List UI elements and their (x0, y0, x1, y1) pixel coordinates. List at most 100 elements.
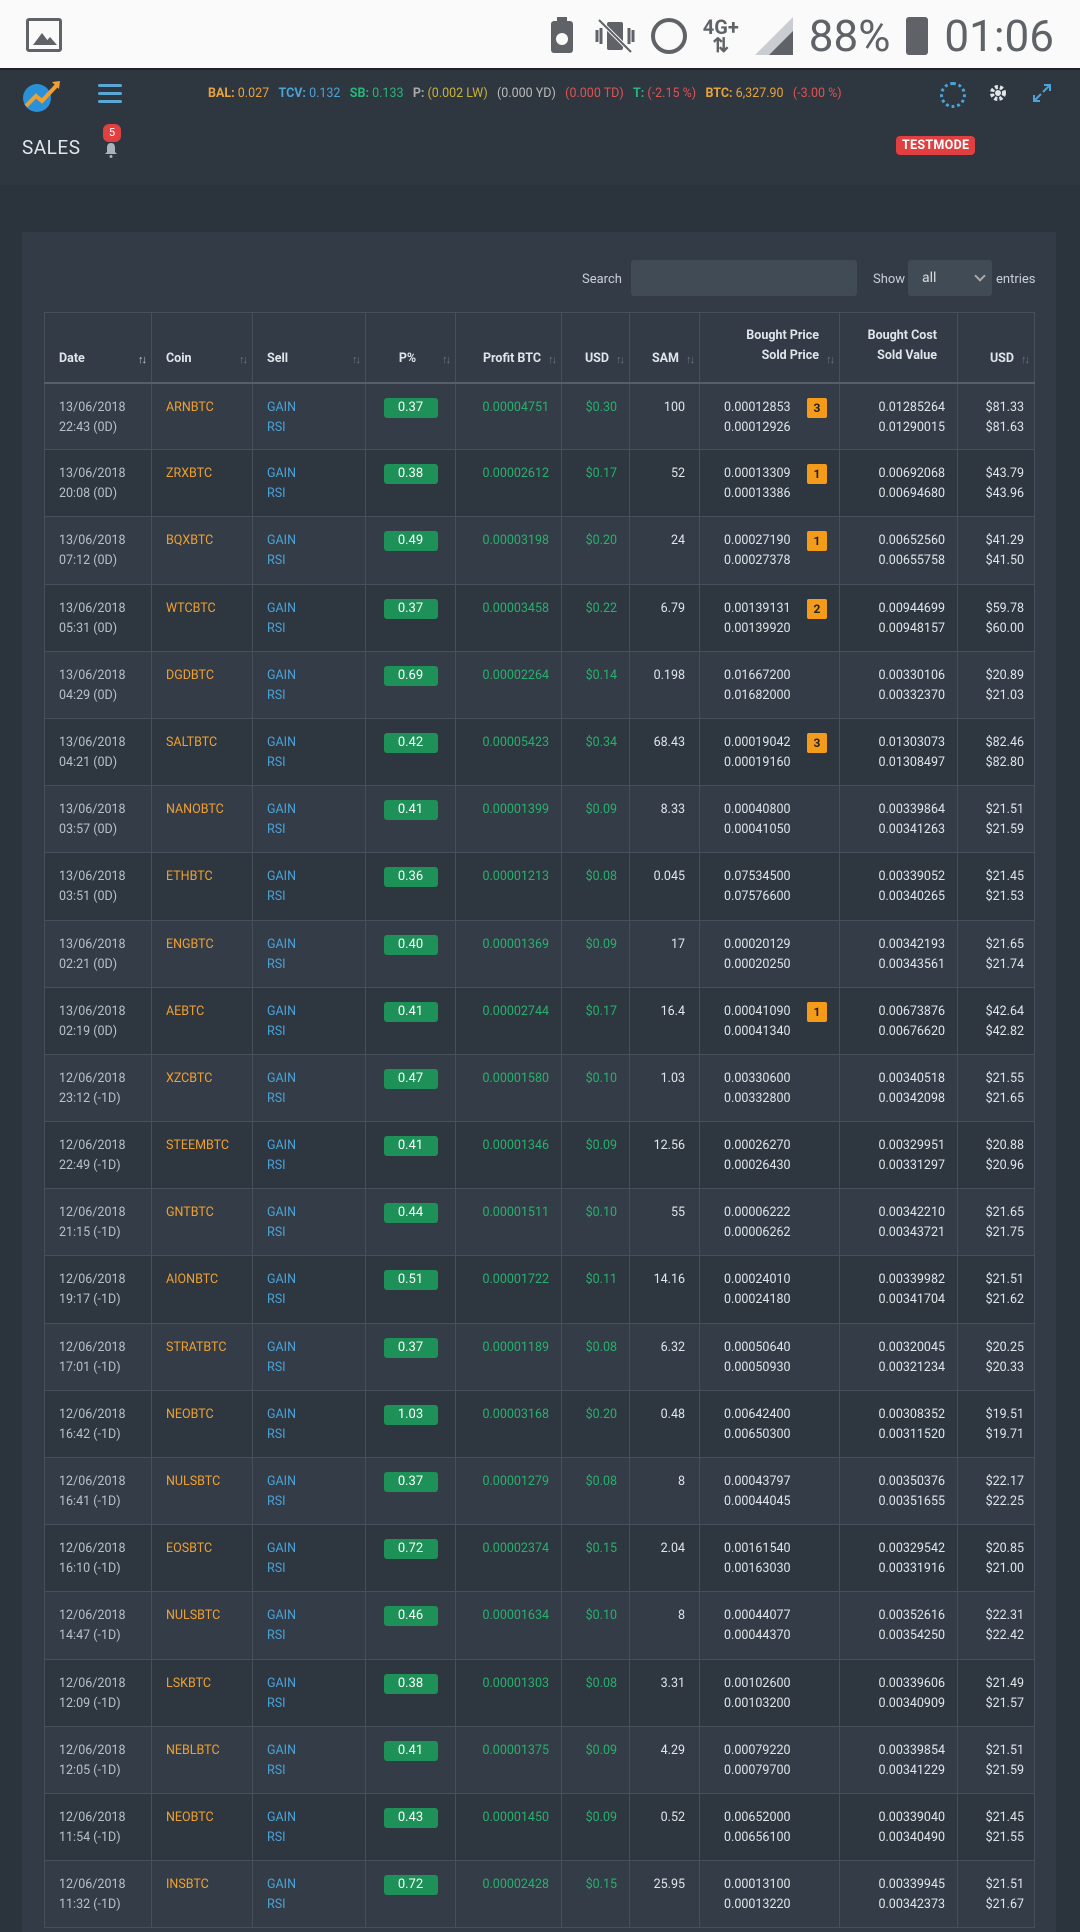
profit-usd-cell: $0.34 (561, 717, 630, 787)
coin-cell[interactable]: AIONBTC (151, 1255, 253, 1324)
coin-cell[interactable]: STRATBTC (151, 1322, 253, 1391)
table-row[interactable]: 12/06/2018 12:09 (-1D) LSKBTC GAIN RSI 0.38 0.… (44, 1658, 1035, 1727)
cost-cell: 0.00339040 0.00340490 (839, 1792, 958, 1862)
column-header-sam[interactable]: SAM ↑↓ (629, 312, 700, 384)
profit-usd-cell: $0.09 (561, 785, 630, 854)
coin-cell[interactable]: ZRXBTC (151, 449, 253, 518)
table-row[interactable]: 13/06/2018 02:19 (0D) AEBTC GAIN RSI 0.41 0.00… (44, 986, 1035, 1055)
coin-cell[interactable]: BQXBTC (151, 516, 253, 585)
column-header-sell[interactable]: Sell ↑↓ (252, 312, 366, 384)
table-row[interactable]: 12/06/2018 16:41 (-1D) NULSBTC GAIN RSI 0.37 0… (44, 1456, 1035, 1526)
column-header-price[interactable]: Bought Price Sold Price ↑↓ (699, 312, 840, 384)
column-header-usd[interactable]: USD ↑↓ (561, 312, 630, 384)
entries-select[interactable]: all (908, 260, 992, 296)
stat-item: P: (0.002 LW) (412, 86, 488, 101)
table-row[interactable]: 12/06/2018 11:54 (-1D) NEOBTC GAIN RSI 0.43 0.… (44, 1792, 1035, 1862)
table-row[interactable]: 12/06/2018 21:15 (-1D) GNTBTC GAIN RSI 0.44 0.… (44, 1188, 1035, 1257)
profit-percent-cell: 0.41 (365, 785, 456, 854)
stat-value: (0.000 TD) (565, 86, 624, 101)
column-header-cost[interactable]: Bought Cost Sold Value (839, 312, 958, 384)
table-row[interactable]: 12/06/2018 19:17 (-1D) AIONBTC GAIN RSI 0.51 0… (44, 1255, 1035, 1324)
coin-cell[interactable]: SALTBTC (151, 717, 253, 787)
sell-strategy-cell: GAIN RSI (252, 852, 366, 921)
table-row[interactable]: 13/06/2018 03:51 (0D) ETHBTC GAIN RSI 0.36 0.0… (44, 852, 1035, 921)
table-row[interactable]: 12/06/2018 14:47 (-1D) NULSBTC GAIN RSI 0.46 0… (44, 1591, 1035, 1660)
value-usd-cell: $21.51 $21.62 (957, 1255, 1035, 1324)
hamburger-menu-icon[interactable] (98, 84, 122, 104)
coin-cell[interactable]: GNTBTC (151, 1188, 253, 1257)
profit-btc-cell: 0.00001213 (455, 852, 562, 921)
coin-cell[interactable]: ENGBTC (151, 919, 253, 988)
sam-cell: 2.04 (629, 1524, 700, 1593)
price-cell: 0.01667200 0.01682000 (699, 650, 840, 719)
table-row[interactable]: 12/06/2018 11:32 (-1D) INSBTC GAIN RSI 0.72 0.… (44, 1860, 1035, 1929)
table-row[interactable]: 13/06/2018 02:21 (0D) ENGBTC GAIN RSI 0.40 0.0… (44, 919, 1035, 988)
table-row[interactable]: 12/06/2018 22:49 (-1D) STEEMBTC GAIN RSI 0.41… (44, 1121, 1035, 1190)
stat-key: BTC (705, 86, 730, 101)
sell-strategy-cell: GAIN RSI (252, 717, 366, 787)
table-row[interactable]: 12/06/2018 16:10 (-1D) EOSBTC GAIN RSI 0.72 0.… (44, 1524, 1035, 1593)
fullscreen-icon[interactable] (1032, 83, 1052, 103)
value-usd-cell: $20.25 $20.33 (957, 1322, 1035, 1391)
bell-icon[interactable] (104, 142, 118, 158)
coin-cell[interactable]: WTCBTC (151, 583, 253, 652)
column-header-usd-value[interactable]: USD ↑↓ (957, 312, 1035, 384)
table-row[interactable]: 12/06/2018 12:05 (-1D) NEBLBTC GAIN RSI 0.41 0… (44, 1725, 1035, 1794)
date-cell: 12/06/2018 11:54 (-1D) (44, 1792, 152, 1862)
table-row[interactable]: 12/06/2018 23:12 (-1D) XZCBTC GAIN RSI 0.47 0.… (44, 1053, 1035, 1123)
table-row[interactable]: 13/06/2018 04:21 (0D) SALTBTC GAIN RSI 0.42 0.… (44, 717, 1035, 787)
coin-cell[interactable]: ETHBTC (151, 852, 253, 921)
profit-percent-cell: 0.42 (365, 717, 456, 787)
table-row[interactable]: 13/06/2018 07:12 (0D) BQXBTC GAIN RSI 0.49 0.0… (44, 516, 1035, 585)
coin-cell[interactable]: NEOBTC (151, 1792, 253, 1862)
coin-cell[interactable]: NULSBTC (151, 1456, 253, 1526)
table-row[interactable]: 13/06/2018 22:43 (0D) ARNBTC GAIN RSI 0.37 0.0… (44, 381, 1035, 451)
value-usd-cell: $21.49 $21.57 (957, 1658, 1035, 1727)
table-row[interactable]: 13/06/2018 20:08 (0D) ZRXBTC GAIN RSI 0.38 0.0… (44, 449, 1035, 518)
battery-percent: 88% (808, 10, 891, 62)
table-row[interactable]: 12/06/2018 16:42 (-1D) NEOBTC GAIN RSI 1.03 0.… (44, 1389, 1035, 1459)
coin-cell[interactable]: XZCBTC (151, 1053, 253, 1123)
price-cell: 0.00013100 0.00013220 (699, 1860, 840, 1929)
coin-cell[interactable]: NEBLBTC (151, 1725, 253, 1794)
coin-cell[interactable]: STEEMBTC (151, 1121, 253, 1190)
coin-cell[interactable]: ARNBTC (151, 381, 253, 451)
gear-icon[interactable] (988, 83, 1008, 103)
table-row[interactable]: 12/06/2018 17:01 (-1D) STRATBTC GAIN RSI 0.37… (44, 1322, 1035, 1391)
stat-key: T (633, 86, 641, 101)
table-row[interactable]: 13/06/2018 05:31 (0D) WTCBTC GAIN RSI 0.37 0.0… (44, 583, 1035, 652)
column-header-coin[interactable]: Coin ↑↓ (151, 312, 253, 384)
stat-value: 0.133 (372, 86, 404, 101)
app-logo-icon[interactable] (20, 78, 62, 114)
price-cell: 0.00079220 0.00079700 (699, 1725, 840, 1794)
profit-percent-badge: 0.37 (383, 1472, 438, 1492)
date-cell: 13/06/2018 03:57 (0D) (44, 785, 152, 854)
coin-cell[interactable]: EOSBTC (151, 1524, 253, 1593)
column-header-profit-btc[interactable]: Profit BTC ↑↓ (455, 312, 562, 384)
cost-cell: 0.00673876 0.00676620 (839, 986, 958, 1055)
profit-percent-cell: 0.51 (365, 1255, 456, 1324)
profit-btc-cell: 0.00001511 (455, 1188, 562, 1257)
coin-cell[interactable]: NULSBTC (151, 1591, 253, 1660)
coin-cell[interactable]: DGDBTC (151, 650, 253, 719)
date-cell: 13/06/2018 07:12 (0D) (44, 516, 152, 585)
coin-cell[interactable]: INSBTC (151, 1860, 253, 1929)
page-title: SALES (22, 136, 81, 159)
cost-cell: 0.00320045 0.00321234 (839, 1322, 958, 1391)
dca-level-badge: 1 (807, 464, 827, 485)
coin-cell[interactable]: NANOBTC (151, 785, 253, 854)
table-row[interactable]: 13/06/2018 03:57 (0D) NANOBTC GAIN RSI 0.41 0.… (44, 785, 1035, 854)
value-usd-cell: $43.79 $43.96 (957, 449, 1035, 518)
sam-cell: 68.43 (629, 717, 700, 787)
search-input[interactable] (631, 260, 857, 296)
column-header-date[interactable]: Date ↑↓ (44, 312, 152, 384)
profit-percent-badge: 1.03 (383, 1404, 438, 1425)
coin-cell[interactable]: LSKBTC (151, 1658, 253, 1727)
sell-strategy-cell: GAIN RSI (252, 1792, 366, 1862)
coin-cell[interactable]: NEOBTC (151, 1389, 253, 1459)
date-cell: 13/06/2018 02:19 (0D) (44, 986, 152, 1055)
coin-cell[interactable]: AEBTC (151, 986, 253, 1055)
column-header-pct[interactable]: P% ↑↓ (365, 312, 456, 384)
price-cell: 0.00024010 0.00024180 (699, 1255, 840, 1324)
table-row[interactable]: 13/06/2018 04:29 (0D) DGDBTC GAIN RSI 0.69 0.0… (44, 650, 1035, 719)
